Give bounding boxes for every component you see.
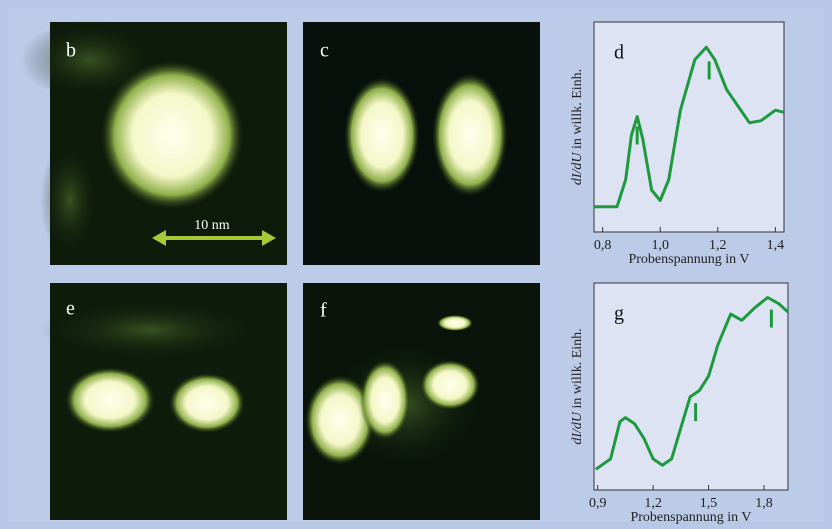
image-e: e: [40, 283, 287, 520]
y-axis-label-rest: in willk. Einh.: [570, 328, 585, 412]
panel-label: d: [614, 42, 624, 64]
x-tick-label: 0,9: [589, 496, 607, 511]
panel-label: c: [320, 40, 329, 62]
image-c: c: [303, 22, 540, 265]
x-tick-label: 1,8: [755, 496, 773, 511]
y-axis-label: dI/dU in willk. Einh.: [570, 69, 585, 185]
plot-area: [593, 21, 785, 233]
y-axis-label-rest: in willk. Einh.: [570, 69, 585, 153]
x-axis-label: Probenspannung in V: [630, 510, 751, 525]
y-axis-label: dI/dU in willk. Einh.: [570, 328, 585, 444]
x-tick-label: 1,2: [709, 238, 727, 253]
x-tick-label: 1,5: [700, 496, 718, 511]
x-tick-label: 1,4: [767, 238, 785, 253]
x-tick-label: 0,8: [594, 238, 612, 253]
x-tick-label: 1,0: [651, 238, 669, 253]
y-axis-label-italic: dI/dU: [570, 411, 585, 445]
panel-label: g: [614, 303, 624, 325]
panel-label: f: [320, 300, 327, 322]
scale-label: 10 nm: [194, 218, 230, 233]
image-b: b 10 nm: [20, 20, 287, 265]
panel-label: b: [66, 40, 76, 62]
x-axis-label: Probenspannung in V: [628, 252, 749, 267]
y-axis-label-italic: dI/dU: [570, 152, 585, 186]
plot-area: [593, 282, 789, 491]
curve: [594, 45, 785, 209]
curve: [594, 296, 790, 471]
panel-label: e: [66, 298, 75, 320]
x-tick-label: 1,2: [644, 496, 662, 511]
image-f: f: [303, 283, 540, 520]
